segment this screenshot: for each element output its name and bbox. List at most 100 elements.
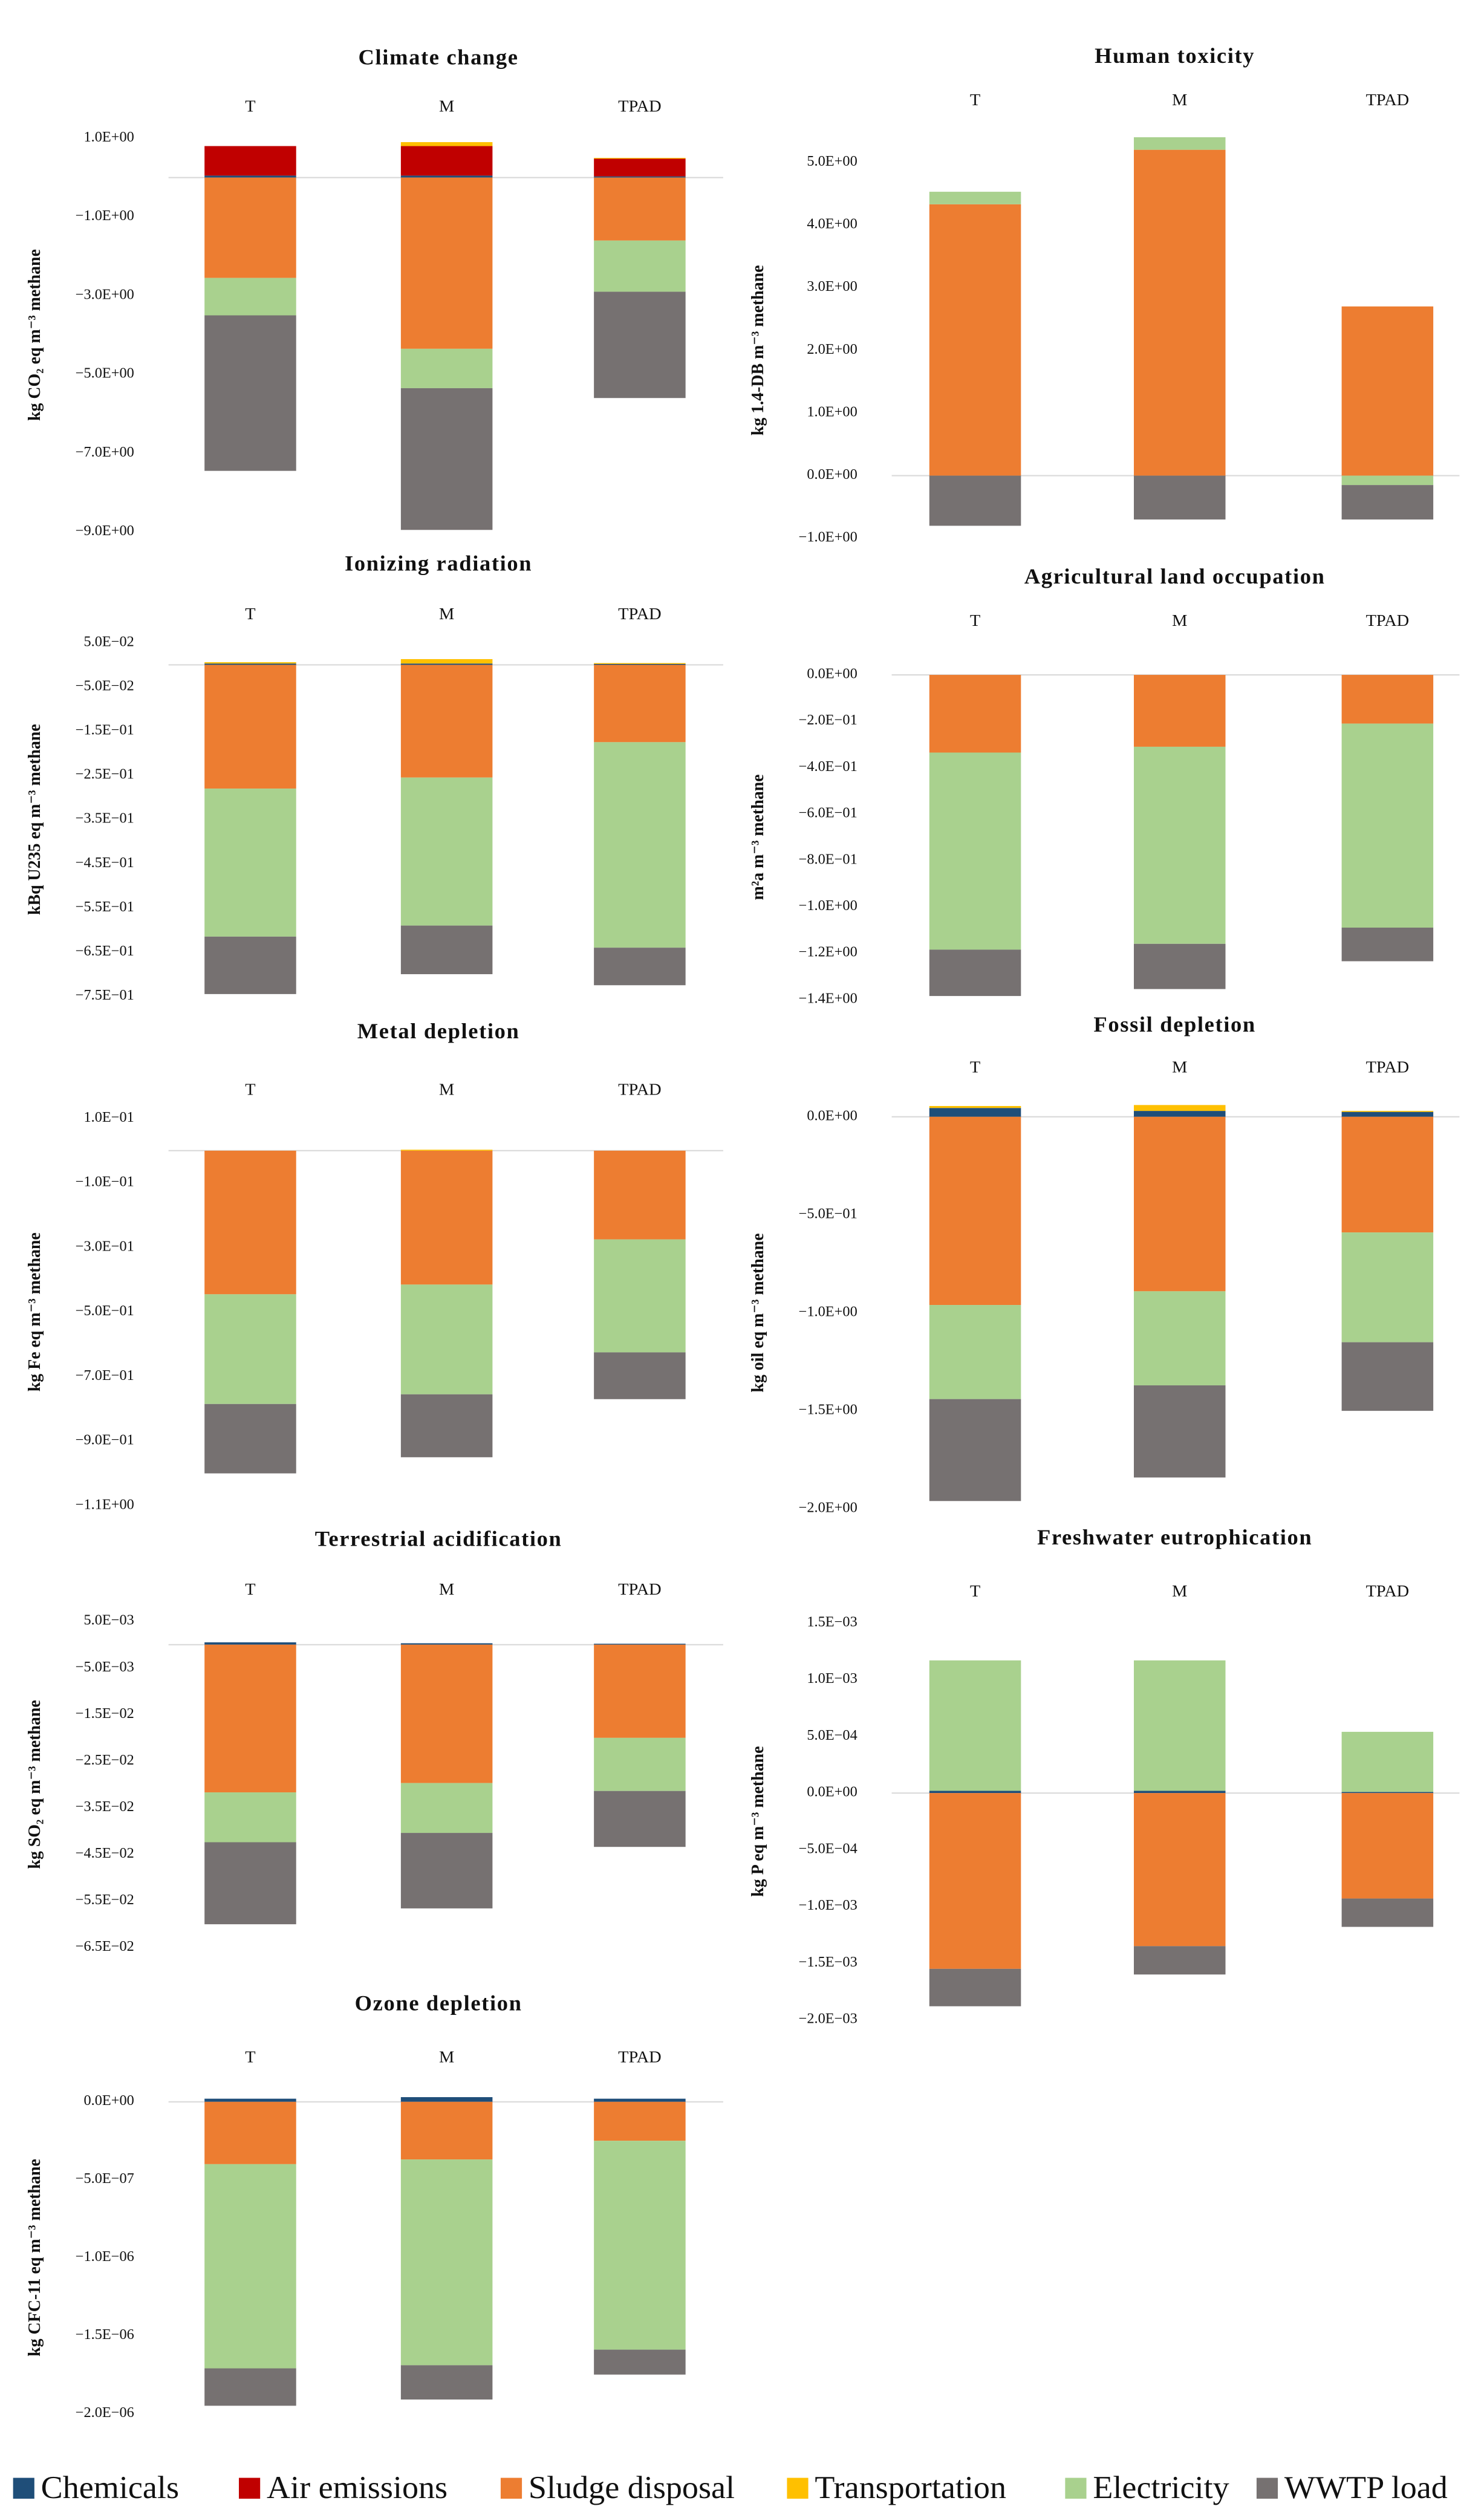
bar-segment xyxy=(594,948,686,986)
bar-segment xyxy=(594,1352,686,1399)
y-axis-label: kg P eq m⁻³ methane xyxy=(749,1746,767,1896)
bar-segment xyxy=(929,1105,1021,1108)
y-tick-label: −7.0E−01 xyxy=(76,1367,134,1384)
category-label: T xyxy=(970,611,980,630)
bar-segment xyxy=(1133,1946,1226,1975)
legend-label: Air emissions xyxy=(267,2469,447,2505)
bar-segment xyxy=(1341,675,1434,724)
bar-segment xyxy=(594,2349,686,2375)
y-tick-label: 5.0E−02 xyxy=(83,634,134,650)
bar-segment xyxy=(400,2365,493,2400)
legend-swatch xyxy=(787,2477,809,2499)
category-label: T xyxy=(245,2048,255,2067)
bar-segment xyxy=(929,475,1021,526)
category-label: M xyxy=(1172,1058,1187,1077)
y-tick-label: 1.5E−03 xyxy=(807,1614,857,1630)
y-tick-label: −2.0E−01 xyxy=(799,712,858,728)
y-tick-label: −9.0E−01 xyxy=(76,1432,134,1448)
legend-swatch xyxy=(500,2477,522,2499)
bar-segment xyxy=(929,1116,1021,1306)
bar-segment xyxy=(204,177,296,278)
y-tick-label: −5.0E−04 xyxy=(799,1841,858,1857)
category-label: T xyxy=(245,97,255,116)
y-axis-label: kg CO₂ eq m⁻³ methane xyxy=(25,249,44,421)
y-tick-label: 1.0E+00 xyxy=(807,404,857,420)
bar-segment xyxy=(929,1793,1021,1969)
y-tick-label: −4.5E−01 xyxy=(76,854,134,871)
bar-segment xyxy=(929,675,1021,753)
bar-segment xyxy=(1133,1385,1226,1478)
bar-segment xyxy=(1341,485,1434,520)
bar-segment xyxy=(400,348,493,388)
y-tick-label: −4.5E−02 xyxy=(76,1845,134,1861)
category-label: T xyxy=(245,1580,255,1599)
y-axis-label: kg 1.4-DB m⁻³ methane xyxy=(749,265,767,435)
category-label: TPAD xyxy=(1366,91,1410,109)
bar-segment xyxy=(204,175,296,178)
y-tick-label: −5.0E+00 xyxy=(76,365,134,382)
category-label: M xyxy=(439,605,454,623)
bar-segment xyxy=(400,1644,493,1783)
bar-segment xyxy=(204,936,296,994)
y-tick-label: 2.0E+00 xyxy=(807,341,857,357)
y-tick-label: −2.5E−01 xyxy=(76,766,134,782)
y-tick-label: −5.0E−03 xyxy=(76,1659,134,1675)
y-tick-label: 1.0E−03 xyxy=(807,1670,857,1687)
y-tick-label: 3.0E+00 xyxy=(807,278,857,294)
legend-label: Chemicals xyxy=(41,2469,179,2505)
bar-segment xyxy=(400,142,493,146)
bar-segment xyxy=(204,789,296,937)
legend-swatch xyxy=(13,2477,34,2499)
y-tick-label: 1.0E−01 xyxy=(83,1109,134,1125)
bar-segment xyxy=(929,949,1021,997)
chart-title: Fossil depletion xyxy=(1093,1013,1255,1037)
bar-segment xyxy=(1133,149,1226,476)
bar-segment xyxy=(594,1644,686,1645)
y-axis-label: kg CFC-11 eq m⁻³ methane xyxy=(25,2159,44,2357)
bar-segment xyxy=(1341,1111,1434,1117)
y-tick-label: −1.0E+00 xyxy=(799,1304,858,1320)
bar-segment xyxy=(594,176,686,178)
bar-segment xyxy=(400,2159,493,2366)
y-tick-label: −1.1E+00 xyxy=(76,1497,134,1513)
chart-title: Agricultural land occupation xyxy=(1024,564,1326,588)
y-tick-label: 1.0E+00 xyxy=(83,129,134,145)
y-tick-label: −1.0E−03 xyxy=(799,1897,858,1913)
category-label: M xyxy=(1172,1582,1187,1601)
bar-segment xyxy=(204,662,296,664)
y-tick-label: −6.5E−01 xyxy=(76,943,134,959)
bar-segment xyxy=(1341,1731,1434,1792)
bar-segment xyxy=(204,1842,296,1925)
category-label: TPAD xyxy=(1366,1058,1410,1077)
y-tick-label: −1.2E+00 xyxy=(799,944,858,960)
y-tick-label: −6.0E−01 xyxy=(799,805,858,821)
bar-segment xyxy=(400,2097,493,2102)
y-tick-label: −1.5E−06 xyxy=(76,2326,134,2343)
bar-segment xyxy=(594,1239,686,1353)
bar-segment xyxy=(1133,1105,1226,1111)
y-tick-label: −5.0E−07 xyxy=(76,2170,134,2187)
bar-segment xyxy=(400,1783,493,1833)
bar-segment xyxy=(204,146,296,176)
y-tick-label: −3.5E−01 xyxy=(76,810,134,827)
bar-segment xyxy=(204,315,296,471)
category-label: TPAD xyxy=(1366,1582,1410,1601)
y-axis-label: kg oil eq m⁻³ methane xyxy=(749,1233,767,1392)
category-label: T xyxy=(245,605,255,623)
category-label: TPAD xyxy=(1366,611,1410,630)
legend-swatch xyxy=(1256,2477,1278,2499)
y-axis-label: kg SO₂ eq m⁻³ methane xyxy=(25,1700,44,1869)
category-label: M xyxy=(439,97,454,116)
bar-segment xyxy=(204,663,296,665)
bar-segment xyxy=(1341,1898,1434,1927)
category-label: M xyxy=(439,2048,454,2067)
bar-segment xyxy=(400,1643,493,1645)
bar-segment xyxy=(1133,1791,1226,1794)
y-tick-label: −1.0E−01 xyxy=(76,1174,134,1190)
bar-segment xyxy=(1133,1291,1226,1385)
y-tick-label: −1.0E+00 xyxy=(76,207,134,224)
bar-segment xyxy=(594,1150,686,1240)
y-tick-label: 5.0E−04 xyxy=(807,1727,857,1743)
bar-segment xyxy=(1133,1116,1226,1292)
bar-segment xyxy=(1341,1116,1434,1233)
